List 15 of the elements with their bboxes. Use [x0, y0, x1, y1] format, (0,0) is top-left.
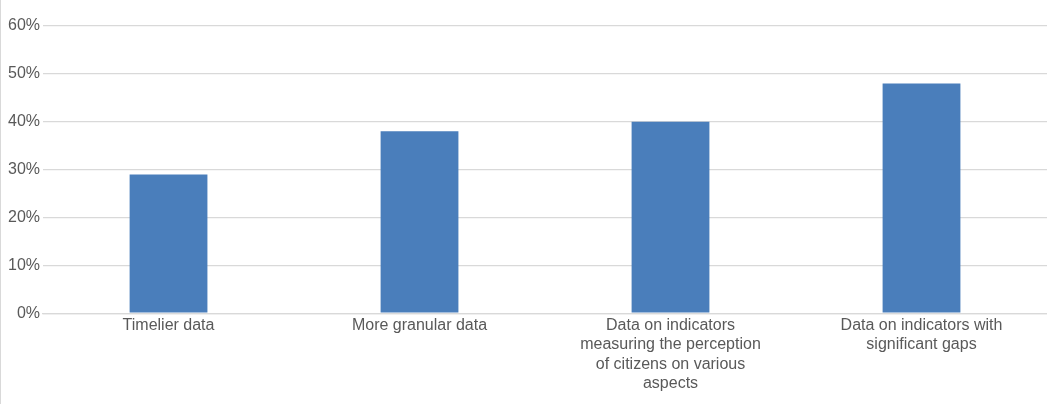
bar	[380, 131, 459, 313]
x-tick-label: Timelier data	[122, 316, 215, 334]
x-tick-label: Data on indicators measuring the perception of citizens on various aspects	[580, 316, 761, 391]
x-tick-label: More granular data	[351, 316, 488, 334]
y-tick-label: 50%	[7, 64, 41, 82]
y-tick-label: 20%	[7, 207, 41, 225]
y-tick-label: 30%	[7, 160, 41, 178]
bar	[631, 121, 710, 313]
y-tick-label: 60%	[7, 16, 41, 34]
x-tick-label: Data on indicators with significant gaps	[840, 316, 1003, 353]
y-tick-label: 0%	[16, 303, 41, 321]
y-tick-label: 10%	[7, 255, 41, 273]
bar	[882, 83, 961, 313]
y-tick-label: 40%	[7, 112, 41, 130]
bar	[129, 174, 208, 313]
